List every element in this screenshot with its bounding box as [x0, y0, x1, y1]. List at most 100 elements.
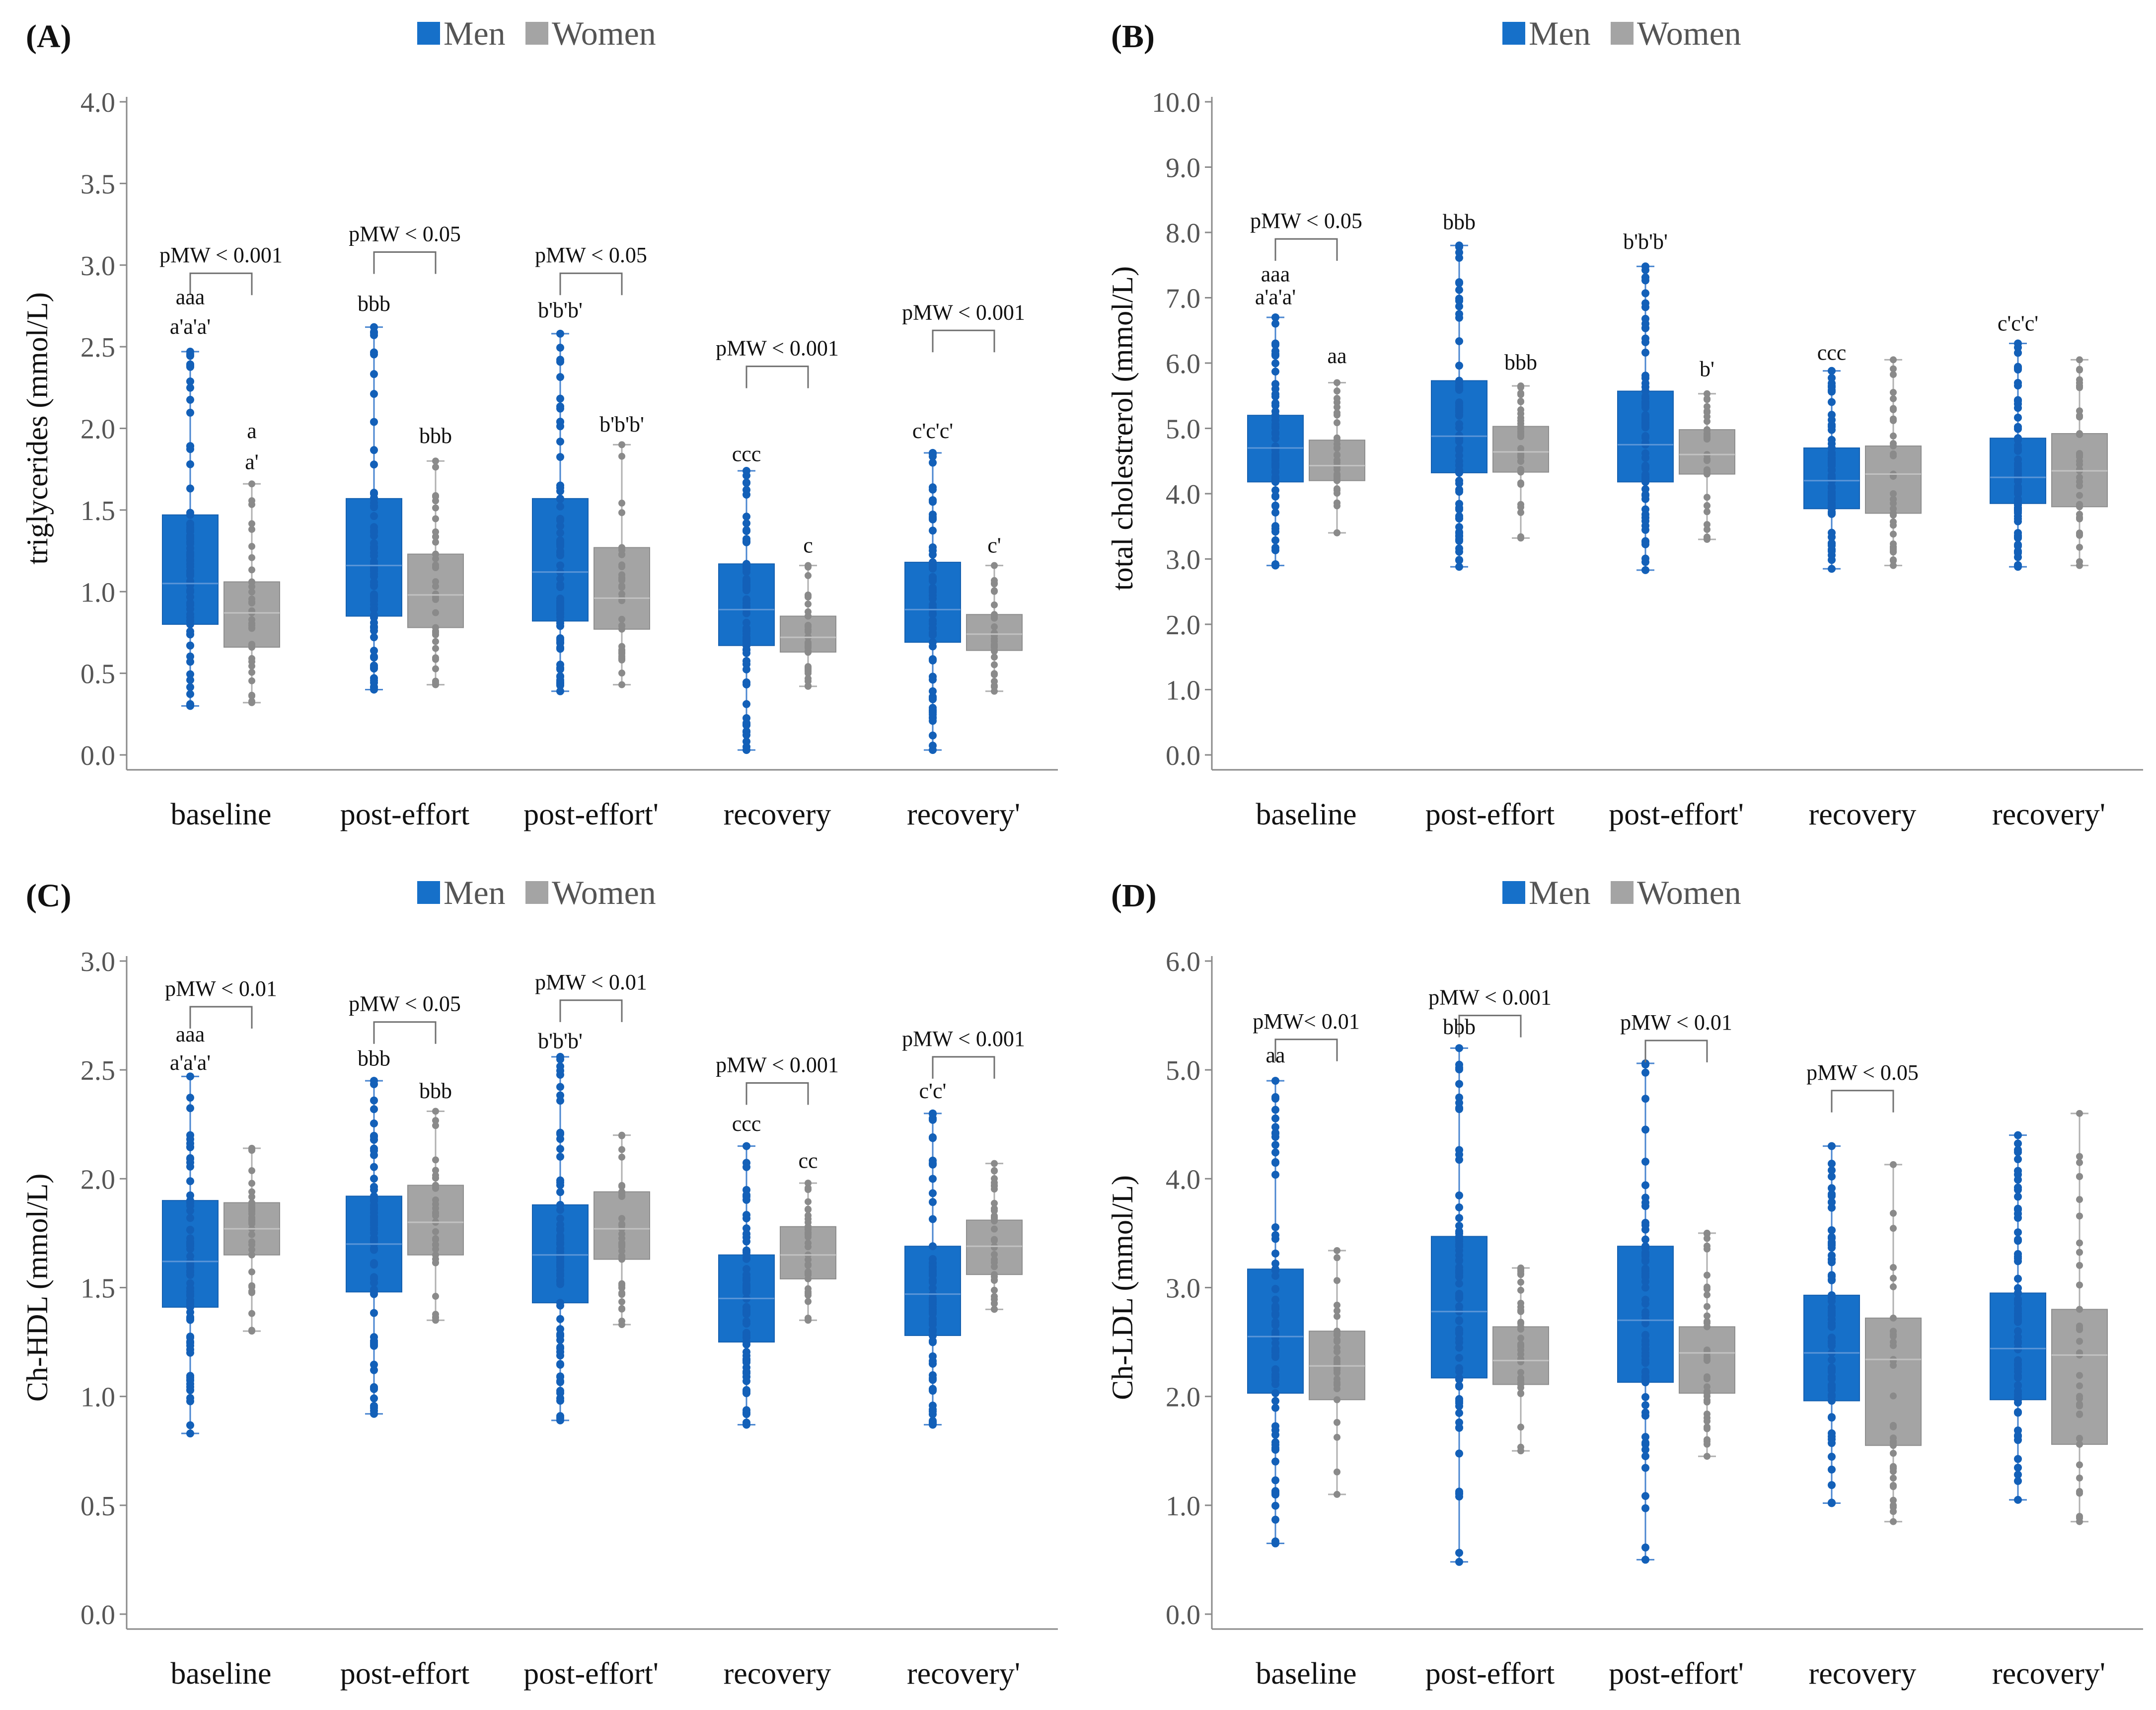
significance-letters: a	[247, 419, 257, 443]
data-point	[370, 1151, 378, 1159]
data-point	[556, 1280, 564, 1288]
data-point	[1455, 1203, 1463, 1212]
data-point	[1517, 417, 1524, 424]
data-point	[1828, 1172, 1836, 1181]
significance-bracket: pMW < 0.05	[349, 222, 461, 274]
data-point	[186, 1154, 194, 1162]
data-point	[1271, 1095, 1279, 1103]
data-point	[1641, 1273, 1649, 1281]
data-point	[1334, 1396, 1340, 1404]
data-point	[743, 1142, 750, 1150]
data-point	[1455, 466, 1463, 474]
data-point	[1828, 1258, 1836, 1266]
data-point	[929, 559, 937, 568]
data-point	[1641, 399, 1649, 408]
data-point	[743, 727, 750, 736]
data-point	[1455, 1279, 1463, 1288]
bracket-line	[932, 329, 995, 353]
data-point	[1828, 1368, 1836, 1376]
data-point	[248, 497, 255, 505]
data-point	[1828, 423, 1836, 431]
data-point	[2014, 547, 2022, 555]
significance-bracket: pMW < 0.05	[1250, 209, 1362, 261]
data-point	[248, 1167, 255, 1175]
data-point	[2014, 1146, 2022, 1154]
data-point	[432, 492, 439, 499]
x-category-label-baseline: baseline	[1256, 1657, 1356, 1691]
data-point	[743, 1340, 750, 1349]
data-point	[186, 552, 194, 561]
data-point	[1704, 455, 1710, 463]
data-point	[432, 497, 439, 505]
data-point	[743, 1186, 750, 1194]
data-point	[1455, 1257, 1463, 1265]
data-point	[1271, 319, 1279, 328]
data-point	[1641, 1181, 1649, 1190]
data-point	[991, 1160, 998, 1167]
data-point	[432, 583, 439, 590]
data-point	[1641, 1401, 1649, 1410]
data-point	[432, 645, 439, 652]
data-point	[1271, 462, 1279, 470]
box-men-baseline	[162, 347, 219, 710]
data-point	[556, 418, 564, 426]
data-point	[1828, 551, 1836, 559]
data-point	[743, 1265, 750, 1273]
data-point	[370, 1366, 378, 1374]
data-point	[743, 471, 750, 480]
data-point	[743, 563, 750, 572]
significance-bracket: pMW < 0.01	[535, 970, 647, 1022]
legend: Men Women	[1502, 14, 1741, 52]
data-point	[186, 1338, 194, 1346]
data-point	[929, 1374, 937, 1382]
data-point	[618, 681, 625, 688]
data-point	[1828, 1226, 1836, 1235]
data-point	[1455, 1235, 1463, 1243]
significance-letters: bbb	[1504, 350, 1537, 374]
data-point	[186, 1268, 194, 1276]
data-point	[1641, 464, 1649, 473]
data-point	[991, 670, 998, 677]
data-point	[1704, 1312, 1710, 1320]
data-point	[743, 1418, 750, 1427]
data-point	[1828, 1304, 1836, 1312]
data-point	[1641, 273, 1649, 282]
data-point	[2014, 1167, 2022, 1175]
data-point	[186, 352, 194, 360]
data-point	[1334, 419, 1340, 427]
data-point	[186, 630, 194, 639]
significance-letters: a'a'a'	[170, 314, 211, 339]
data-point	[1828, 1413, 1836, 1421]
data-point	[248, 1193, 255, 1200]
data-point	[743, 609, 750, 617]
data-point	[1334, 1433, 1340, 1441]
x-category-label-post-effort: post-effort	[340, 1657, 470, 1691]
data-point	[432, 533, 439, 540]
data-point	[1455, 1375, 1463, 1383]
data-point	[370, 1309, 378, 1317]
data-point	[1517, 1355, 1524, 1363]
significance-letters: b'b'b'	[538, 298, 583, 322]
data-point	[743, 1356, 750, 1365]
data-point	[1890, 490, 1897, 497]
data-point	[370, 1208, 378, 1217]
data-point	[991, 1212, 998, 1220]
data-point	[432, 504, 439, 512]
data-point	[618, 669, 625, 677]
y-tick-label: 0.0	[1166, 1600, 1200, 1631]
data-point	[1641, 439, 1649, 447]
data-point	[432, 654, 439, 662]
data-point	[805, 1186, 812, 1193]
data-point	[991, 1167, 998, 1174]
data-point	[1517, 1342, 1524, 1349]
data-point	[370, 1338, 378, 1347]
data-point	[370, 418, 378, 426]
data-point	[556, 453, 564, 461]
data-point	[556, 515, 564, 523]
y-tick-label: 2.0	[1166, 1382, 1200, 1413]
data-point	[1828, 1481, 1836, 1489]
significance-bracket: pMW < 0.01	[1620, 1010, 1732, 1062]
data-point	[556, 619, 564, 628]
data-point	[1271, 313, 1279, 321]
data-point	[556, 1351, 564, 1360]
